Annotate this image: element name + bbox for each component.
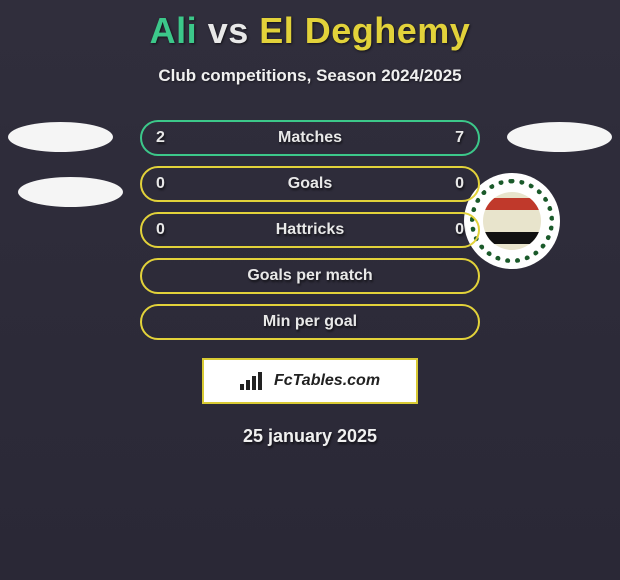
- stat-left-value: 0: [156, 175, 165, 193]
- stat-row-goals: 0 Goals 0: [140, 166, 480, 202]
- club-crest-inner: [483, 192, 541, 250]
- stat-label: Matches: [278, 129, 342, 147]
- stat-left-value: 2: [156, 129, 165, 147]
- brand-box: FcTables.com: [202, 358, 418, 404]
- placeholder-ellipse-right-1: [507, 122, 612, 152]
- stat-right-value: 0: [455, 221, 464, 239]
- placeholder-ellipse-left-1: [8, 122, 113, 152]
- subtitle: Club competitions, Season 2024/2025: [0, 66, 620, 86]
- snapshot-date: 25 january 2025: [0, 426, 620, 447]
- brand-text: FcTables.com: [274, 372, 380, 390]
- brand-chart-icon: [240, 372, 268, 390]
- stat-right-value: 0: [455, 175, 464, 193]
- stat-row-hattricks: 0 Hattricks 0: [140, 212, 480, 248]
- club-crest-ring: [470, 179, 554, 263]
- placeholder-ellipse-left-2: [18, 177, 123, 207]
- stat-label: Goals: [288, 175, 332, 193]
- stat-label: Goals per match: [247, 267, 372, 285]
- player2-name: El Deghemy: [259, 10, 470, 51]
- comparison-title: Ali vs El Deghemy: [0, 0, 620, 52]
- stat-row-min-per-goal: Min per goal: [140, 304, 480, 340]
- stat-label: Min per goal: [263, 313, 357, 331]
- stat-row-matches: 2 Matches 7: [140, 120, 480, 156]
- stat-left-value: 0: [156, 221, 165, 239]
- player1-name: Ali: [150, 10, 198, 51]
- stat-right-value: 7: [455, 129, 464, 147]
- stat-label: Hattricks: [276, 221, 344, 239]
- stat-row-goals-per-match: Goals per match: [140, 258, 480, 294]
- vs-separator: vs: [208, 10, 249, 51]
